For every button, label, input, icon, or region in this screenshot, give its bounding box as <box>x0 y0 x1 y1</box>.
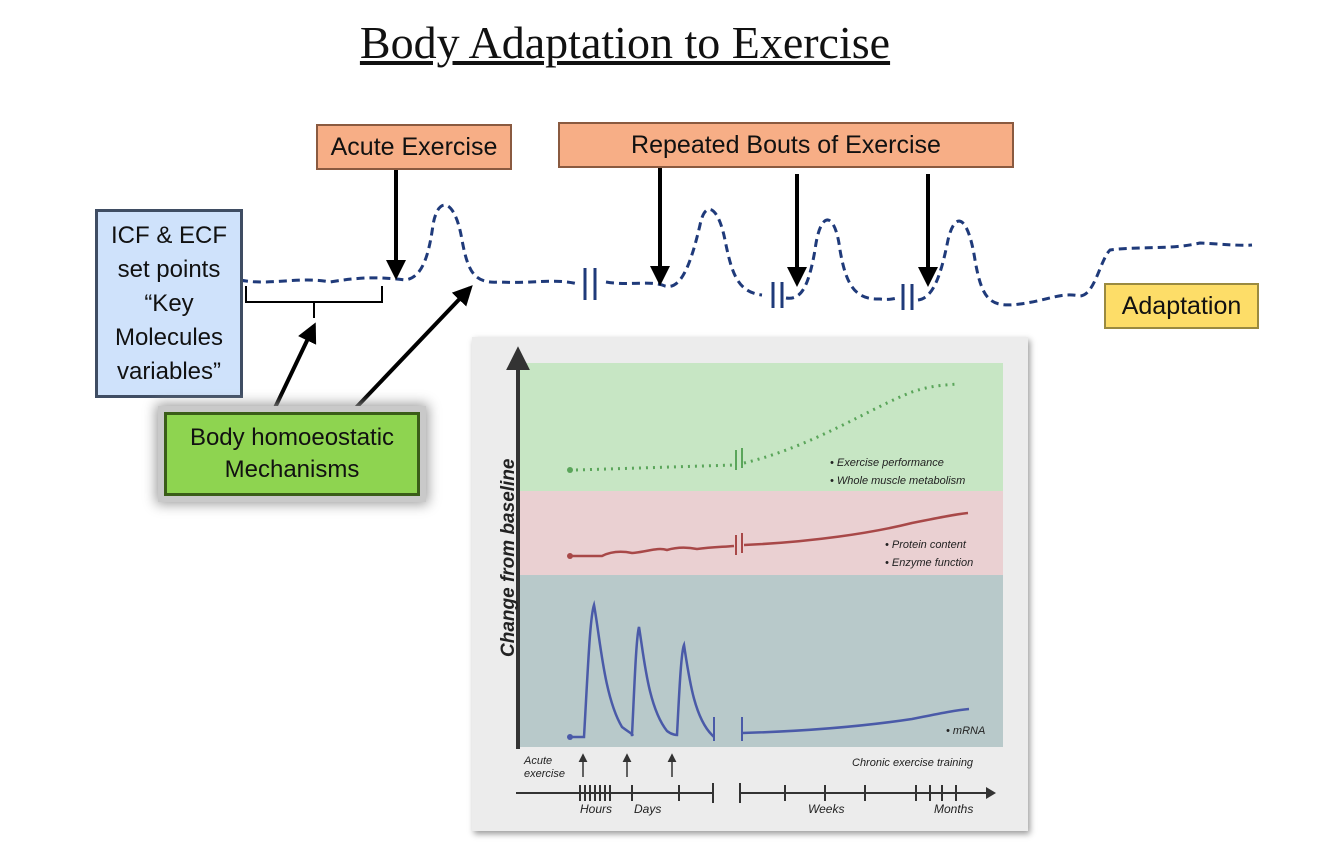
homeostatic-arrow-1 <box>270 322 317 415</box>
legend-enzyme-function: • Enzyme function <box>885 557 974 569</box>
homeo-line: Body homoeostatic <box>189 424 395 451</box>
icf-line: “Key <box>144 289 194 317</box>
adaptation-box: Adaptation <box>1104 283 1259 329</box>
protein-line-chronic <box>743 511 969 547</box>
legend-whole-muscle-metabolism: • Whole muscle metabolism <box>830 475 966 487</box>
band-protein <box>520 491 1003 575</box>
time-label-months: Months <box>934 802 974 816</box>
performance-line-chronic <box>743 382 959 465</box>
time-axis <box>516 783 986 803</box>
time-label-days: Days <box>634 802 662 816</box>
homeostatic-arrow-2 <box>348 285 473 416</box>
chronic-training-label: Chronic exercise training <box>852 757 974 769</box>
homeostasis-dashed-line <box>239 203 1253 307</box>
legend-mrna: • mRNA <box>946 725 986 737</box>
homeo-line: Mechanisms <box>224 456 360 483</box>
acute-exercise-label-2: exercise <box>524 768 565 780</box>
mrna-line <box>570 600 715 739</box>
band-mrna <box>520 575 1003 747</box>
legend-protein-content: • Protein content <box>885 539 966 551</box>
homeostatic-mechanisms-box: Body homoeostatic Mechanisms <box>164 412 420 496</box>
time-axis-arrow <box>986 787 996 799</box>
acute-exercise-box: Acute Exercise <box>316 124 512 170</box>
time-label-weeks: Weeks <box>808 802 845 816</box>
page-title: Body Adaptation to Exercise <box>359 17 891 68</box>
repeated-bouts-box: Repeated Bouts of Exercise <box>558 122 1014 168</box>
performance-start <box>567 467 573 473</box>
inset-figure: Change from baseline • Exercise performa… <box>472 337 1028 831</box>
mrna-line-chronic <box>741 707 970 735</box>
legend-exercise-performance: • Exercise performance <box>830 457 944 469</box>
icf-ecf-setpoints-box: ICF & ECF set points “Key Molecules vari… <box>95 209 243 398</box>
band-performance <box>520 363 1003 491</box>
protein-line <box>570 544 735 558</box>
break-mark <box>583 268 914 310</box>
icf-line: Molecules <box>114 323 224 351</box>
time-label-hours: Hours <box>580 802 613 816</box>
icf-line: ICF & ECF <box>110 221 227 249</box>
setpoint-brace <box>245 286 383 318</box>
icf-line: variables” <box>116 357 222 385</box>
inset-plot <box>506 346 1003 803</box>
icf-line: set points <box>117 255 221 283</box>
y-axis-label: Change from baseline <box>498 458 519 658</box>
acute-exercise-label-1: Acute <box>524 755 553 767</box>
